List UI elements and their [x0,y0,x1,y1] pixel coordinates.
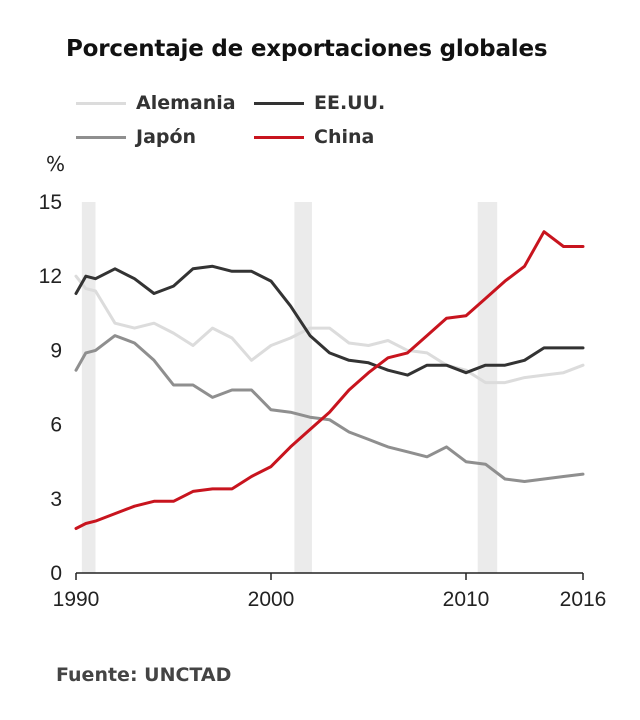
legend-item-eeuu: EE.UU. [254,90,385,116]
legend-item-china: China [254,124,374,150]
legend-item-japon: Japón [76,124,196,150]
x-tick-label-2000: 2000 [248,588,295,611]
legend-label-eeuu: EE.UU. [314,92,386,114]
series-line-japn [74,334,585,483]
legend-label-alemania: Alemania [136,92,236,114]
legend-item-alemania: Alemania [76,90,236,116]
x-tick-label-2010: 2010 [443,588,490,611]
legend-swatch-alemania [76,101,126,105]
series-line-eeuu [74,264,585,377]
y-tick-label-12: 12 [39,265,62,288]
x-tick-label-2016: 2016 [560,588,607,611]
shaded-period-1 [294,202,312,573]
chart-title: Porcentaje de exportaciones globales [66,36,548,62]
line-chart: 0 3 6 9 12 15 1990 2000 2010 2016 [39,191,607,611]
legend-swatch-eeuu [254,101,304,105]
series-line-china [74,230,585,530]
y-tick-label-0: 0 [50,562,62,585]
legend-label-japon: Japón [136,126,197,148]
source-note: Fuente: UNCTAD [56,664,232,686]
y-unit-label: % [46,152,66,176]
shaded-period-2 [477,202,498,573]
legend-label-china: China [314,126,375,148]
legend: Alemania EE.UU. Japón China [76,90,476,150]
x-tick-label-1990: 1990 [53,588,100,611]
series-line-alemania [74,274,585,385]
shaded-period-0 [81,202,96,573]
legend-swatch-china [254,135,304,139]
y-tick-label-6: 6 [50,414,62,437]
y-tick-label-3: 3 [50,488,62,511]
y-tick-label-9: 9 [50,339,62,362]
y-tick-label-15: 15 [39,191,62,214]
legend-swatch-japon [76,135,126,139]
